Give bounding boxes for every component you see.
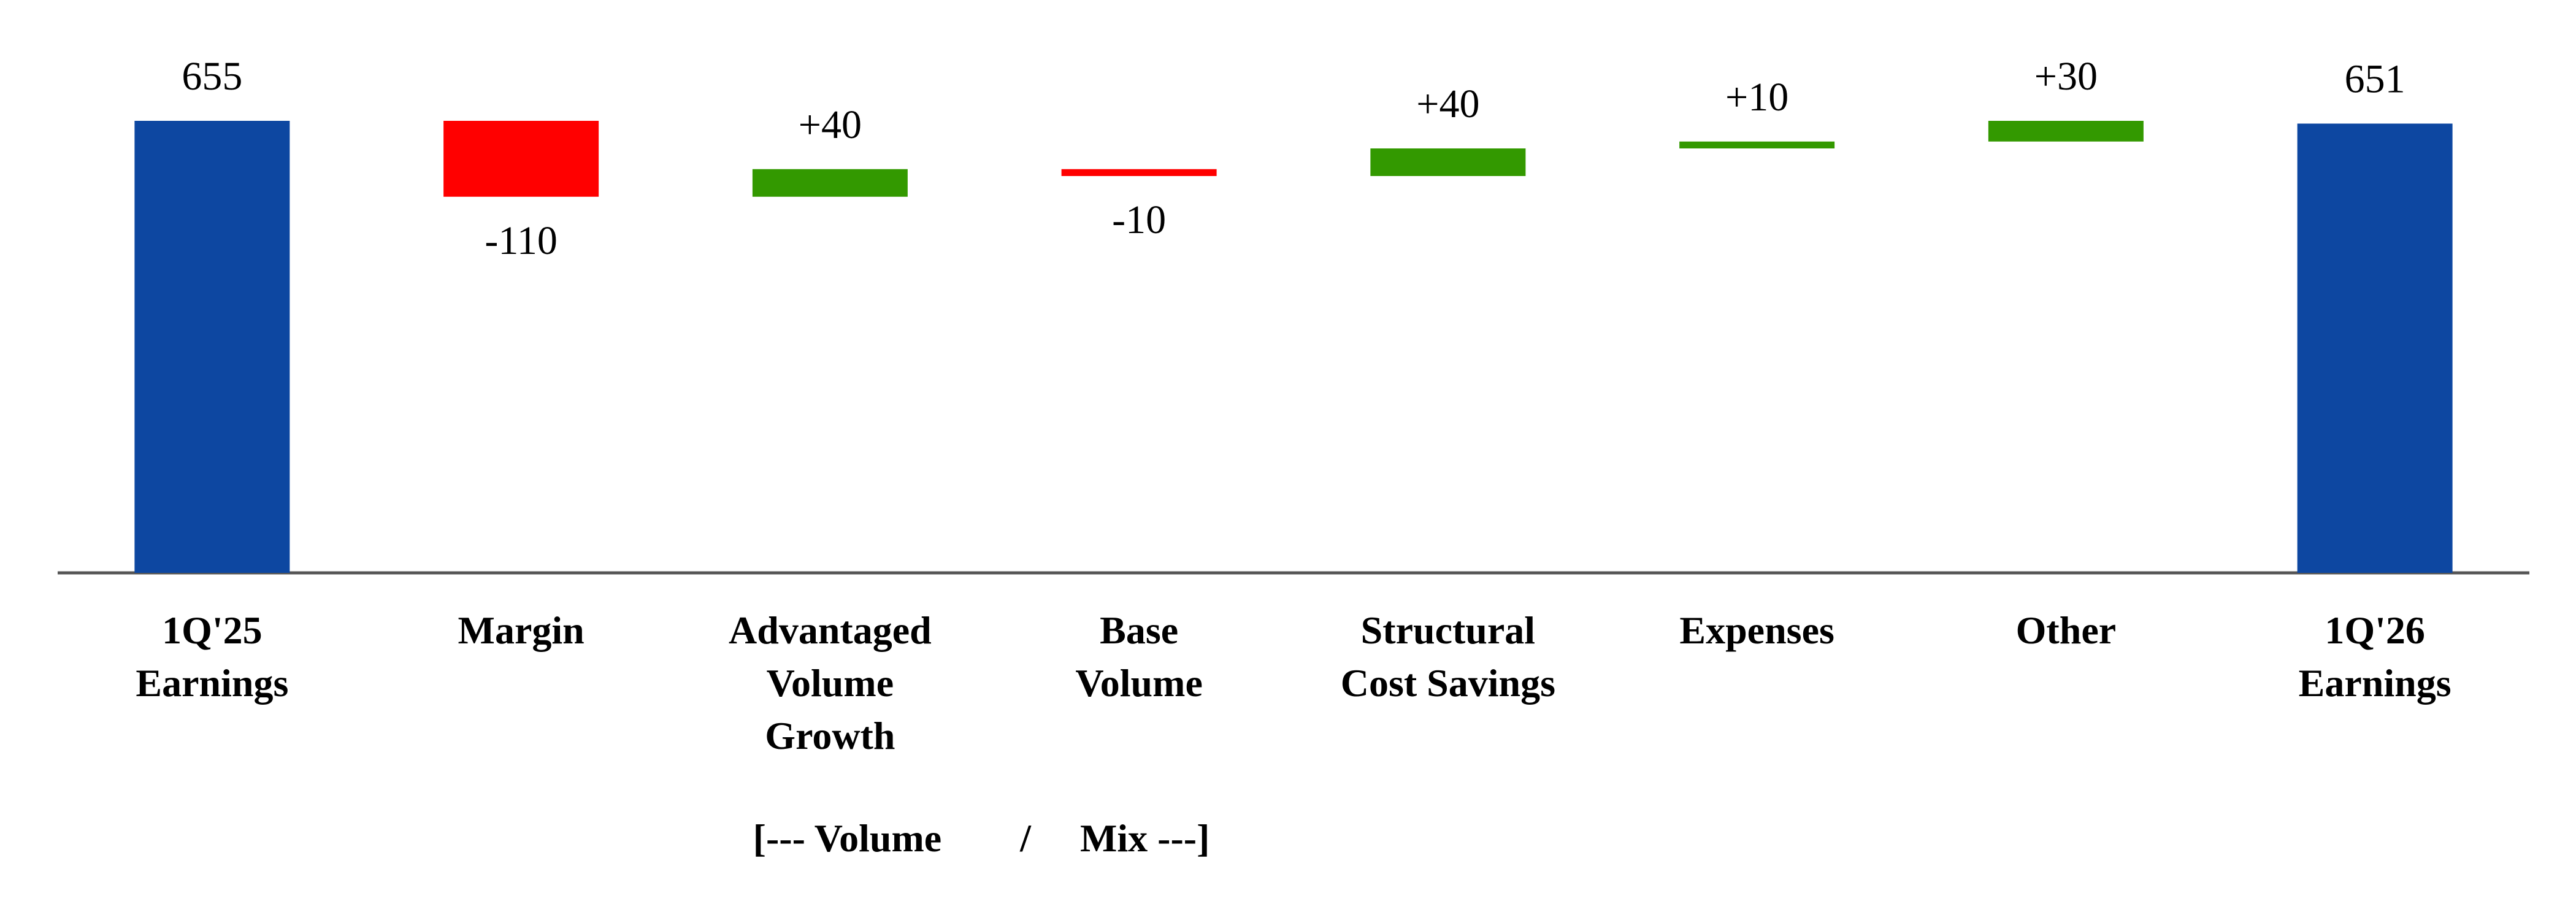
bar <box>752 169 908 197</box>
x-tick-label: 1Q'25 Earnings <box>136 608 289 705</box>
value-label: -110 <box>485 218 558 263</box>
x-tick-label: Expenses <box>1679 608 1834 652</box>
value-label: +40 <box>1416 82 1479 126</box>
bar <box>1679 141 1835 149</box>
x-tick-label: Advantaged Volume Growth <box>729 608 932 757</box>
bar <box>2297 123 2453 573</box>
value-label: +10 <box>1725 75 1788 120</box>
x-tick-label: Other <box>2015 608 2117 652</box>
x-tick-label: 1Q'26 Earnings <box>2298 608 2451 705</box>
bar <box>443 121 599 197</box>
bar <box>1370 148 1526 177</box>
value-label: +40 <box>799 102 862 147</box>
x-tick-label: Structural Cost Savings <box>1340 608 1556 705</box>
value-label: +30 <box>2034 54 2098 99</box>
x-tick-label: Margin <box>458 608 585 652</box>
x-tick-label: Base Volume <box>1075 608 1203 705</box>
value-label: -10 <box>1112 197 1166 242</box>
bar <box>1988 121 2144 142</box>
bar <box>134 121 290 573</box>
annotation: [--- Volume / Mix ---] <box>753 816 1210 860</box>
bar <box>1061 169 1217 177</box>
value-label: 651 <box>2345 57 2405 102</box>
value-label: 655 <box>182 54 242 99</box>
